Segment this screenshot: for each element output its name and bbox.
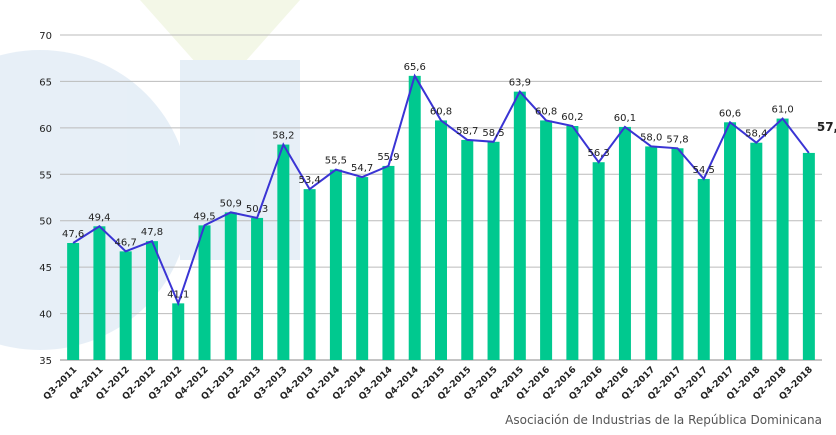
bar	[119, 251, 132, 360]
data-label: 55,9	[377, 152, 399, 163]
bar	[198, 225, 211, 360]
data-label: 61,0	[771, 105, 793, 116]
bar	[172, 303, 185, 360]
bar	[382, 165, 395, 360]
data-label: 55,5	[325, 156, 347, 167]
bar	[513, 91, 526, 361]
data-label: 60,8	[430, 106, 452, 117]
bar	[566, 126, 579, 360]
y-tick-label: 70	[39, 31, 52, 42]
data-label: 65,6	[404, 62, 426, 73]
bar	[750, 142, 763, 360]
y-tick-label: 55	[39, 170, 52, 181]
bar	[356, 177, 369, 360]
bar	[645, 146, 658, 360]
bar	[93, 226, 106, 360]
y-tick-label: 45	[39, 263, 52, 274]
data-label: 57,8	[666, 134, 688, 145]
data-label: 58,7	[456, 126, 478, 137]
data-label: 63,9	[509, 78, 531, 89]
data-label: 47,8	[141, 227, 163, 238]
bar	[540, 120, 553, 360]
bar	[408, 75, 421, 360]
data-label: 58,2	[272, 131, 294, 142]
bar	[329, 169, 342, 360]
data-label: 54,7	[351, 163, 373, 174]
data-label: 49,4	[88, 212, 110, 223]
data-label: 53,4	[298, 175, 320, 186]
bar	[724, 122, 737, 361]
data-label: 60,8	[535, 106, 557, 117]
data-label: 60,6	[719, 108, 741, 119]
bar	[435, 120, 447, 360]
bar	[776, 118, 789, 360]
y-tick-label: 60	[39, 124, 52, 135]
bar	[224, 212, 237, 360]
data-label: 60,1	[614, 113, 636, 124]
bar	[671, 148, 684, 360]
data-label: 60,2	[561, 112, 583, 123]
data-label: 58,4	[745, 129, 767, 140]
bar	[145, 241, 158, 360]
bar	[461, 139, 474, 360]
data-label: 49,5	[193, 211, 215, 222]
line	[72, 73, 810, 307]
bar	[487, 141, 500, 360]
data-label: 58,5	[482, 128, 504, 139]
data-label: 56,3	[588, 148, 610, 159]
bar	[802, 152, 815, 360]
y-tick-label: 65	[39, 77, 52, 88]
data-label: 41,1	[167, 289, 189, 300]
bar	[303, 189, 316, 360]
data-label: 46,7	[115, 237, 137, 248]
data-label: 54,5	[693, 165, 715, 176]
bar	[592, 162, 605, 360]
y-tick-label: 40	[39, 310, 52, 321]
bar	[697, 178, 710, 360]
bar	[277, 144, 290, 360]
bar	[618, 126, 631, 360]
data-label: 47,6	[62, 229, 84, 240]
data-label: 50,3	[246, 204, 268, 215]
bar	[251, 217, 264, 360]
y-tick-label: 50	[39, 217, 52, 228]
bar	[67, 243, 80, 360]
data-label: 57,3	[817, 120, 836, 134]
source: Asociación de Industrias de la República…	[505, 413, 822, 427]
data-label: 58,0	[640, 132, 662, 143]
data-label: 50,9	[220, 198, 242, 209]
y-tick-label: 35	[39, 356, 52, 367]
